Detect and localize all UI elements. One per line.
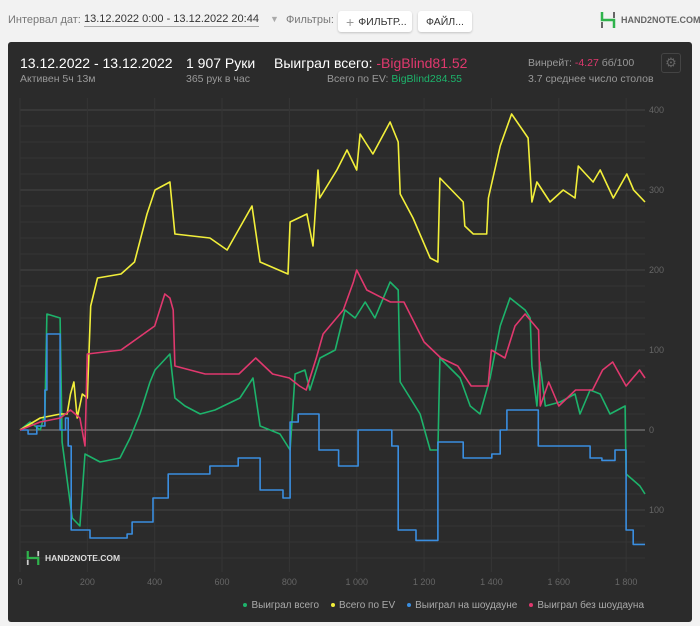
add-filter-label: ФИЛЬТР... bbox=[358, 15, 407, 28]
legend-item[interactable]: Выиграл без шоудауна bbox=[529, 600, 644, 611]
y-tick-label: 300 bbox=[649, 185, 664, 195]
x-tick-label: 1 400 bbox=[480, 577, 503, 587]
legend-label: Выиграл без шоудауна bbox=[537, 600, 644, 611]
top-toolbar: Интервал дат: 13.12.2022 0:00 - 13.12.20… bbox=[0, 0, 700, 40]
won-total-label: Выиграл всего: bbox=[274, 55, 373, 71]
series-line bbox=[19, 113, 646, 431]
x-tick-label: 1 600 bbox=[548, 577, 571, 587]
y-tick-label: 0 bbox=[649, 425, 654, 435]
avg-tables: 3.7 среднее число столов bbox=[528, 73, 654, 85]
series-line bbox=[19, 281, 646, 527]
x-tick-label: 0 bbox=[17, 577, 22, 587]
chevron-down-icon[interactable]: ▼ bbox=[270, 14, 279, 24]
settings-gear-icon[interactable]: ⚙ bbox=[661, 53, 681, 73]
stats-card bbox=[8, 42, 692, 622]
x-tick-label: 1 800 bbox=[615, 577, 638, 587]
file-button[interactable]: ФАЙЛ... bbox=[418, 11, 472, 32]
hands-per-hour: 365 рук в час bbox=[186, 73, 250, 85]
legend-dot-icon bbox=[529, 603, 534, 608]
legend-item[interactable]: Всего по EV bbox=[331, 600, 395, 611]
chart-legend: Выиграл всего Всего по EV Выиграл на шоуда… bbox=[243, 600, 644, 611]
x-tick-label: 200 bbox=[80, 577, 95, 587]
chart-watermark: HAND2NOTE.COM bbox=[26, 549, 120, 567]
file-label: ФАЙЛ... bbox=[426, 15, 464, 28]
date-interval-picker[interactable]: 13.12.2022 0:00 - 13.12.2022 20:44 bbox=[84, 13, 259, 27]
legend-dot-icon bbox=[243, 603, 248, 608]
won-total: Выиграл всего: -BigBlind81.52 bbox=[274, 55, 467, 71]
y-tick-label: 100 bbox=[649, 345, 664, 355]
won-total-value: -BigBlind81.52 bbox=[376, 55, 468, 71]
date-range: 13.12.2022 - 13.12.2022 bbox=[20, 55, 173, 71]
x-tick-label: 600 bbox=[215, 577, 230, 587]
y-tick-label: 100 bbox=[649, 505, 664, 515]
x-tick-label: 1 000 bbox=[345, 577, 368, 587]
winrate-label: Винрейт: bbox=[528, 57, 572, 69]
y-tick-label: 200 bbox=[649, 265, 664, 275]
filters-label: Фильтры: bbox=[286, 14, 334, 26]
plus-icon: + bbox=[346, 13, 355, 30]
ev-total: Всего по EV: BigBlind284.55 bbox=[327, 73, 462, 85]
legend-dot-icon bbox=[407, 603, 412, 608]
x-tick-label: 400 bbox=[147, 577, 162, 587]
legend-label: Всего по EV bbox=[339, 600, 396, 611]
active-time: Активен 5ч 13м bbox=[20, 73, 96, 85]
hand2note-logo-icon bbox=[26, 551, 40, 565]
ev-total-label: Всего по EV: bbox=[327, 73, 389, 85]
date-interval-label: Интервал дат: bbox=[8, 14, 81, 26]
winrate: Винрейт: -4.27 бб/100 bbox=[528, 57, 634, 69]
legend-dot-icon bbox=[331, 603, 336, 608]
y-tick-label: 400 bbox=[649, 105, 664, 115]
x-tick-label: 800 bbox=[282, 577, 297, 587]
x-tick-label: 1 200 bbox=[413, 577, 436, 587]
series-line bbox=[20, 333, 645, 546]
hands-count: 1 907 Руки bbox=[186, 55, 256, 71]
legend-label: Выиграл на шоудауне bbox=[415, 600, 518, 611]
series-line bbox=[19, 269, 646, 447]
hand2note-logo-icon bbox=[600, 12, 616, 28]
brand-logo[interactable]: HAND2NOTE.COM bbox=[600, 11, 700, 29]
winrate-value: -4.27 bbox=[574, 57, 599, 69]
legend-label: Выиграл всего bbox=[251, 600, 320, 611]
ev-total-value: BigBlind284.55 bbox=[391, 73, 462, 85]
watermark-text: HAND2NOTE.COM bbox=[45, 553, 121, 563]
add-filter-button[interactable]: + ФИЛЬТР... bbox=[338, 11, 412, 32]
winrate-unit: бб/100 bbox=[601, 57, 635, 69]
legend-item[interactable]: Выиграл всего bbox=[243, 600, 319, 611]
brand-text: HAND2NOTE.COM bbox=[621, 15, 700, 25]
legend-item[interactable]: Выиграл на шоудауне bbox=[407, 600, 517, 611]
